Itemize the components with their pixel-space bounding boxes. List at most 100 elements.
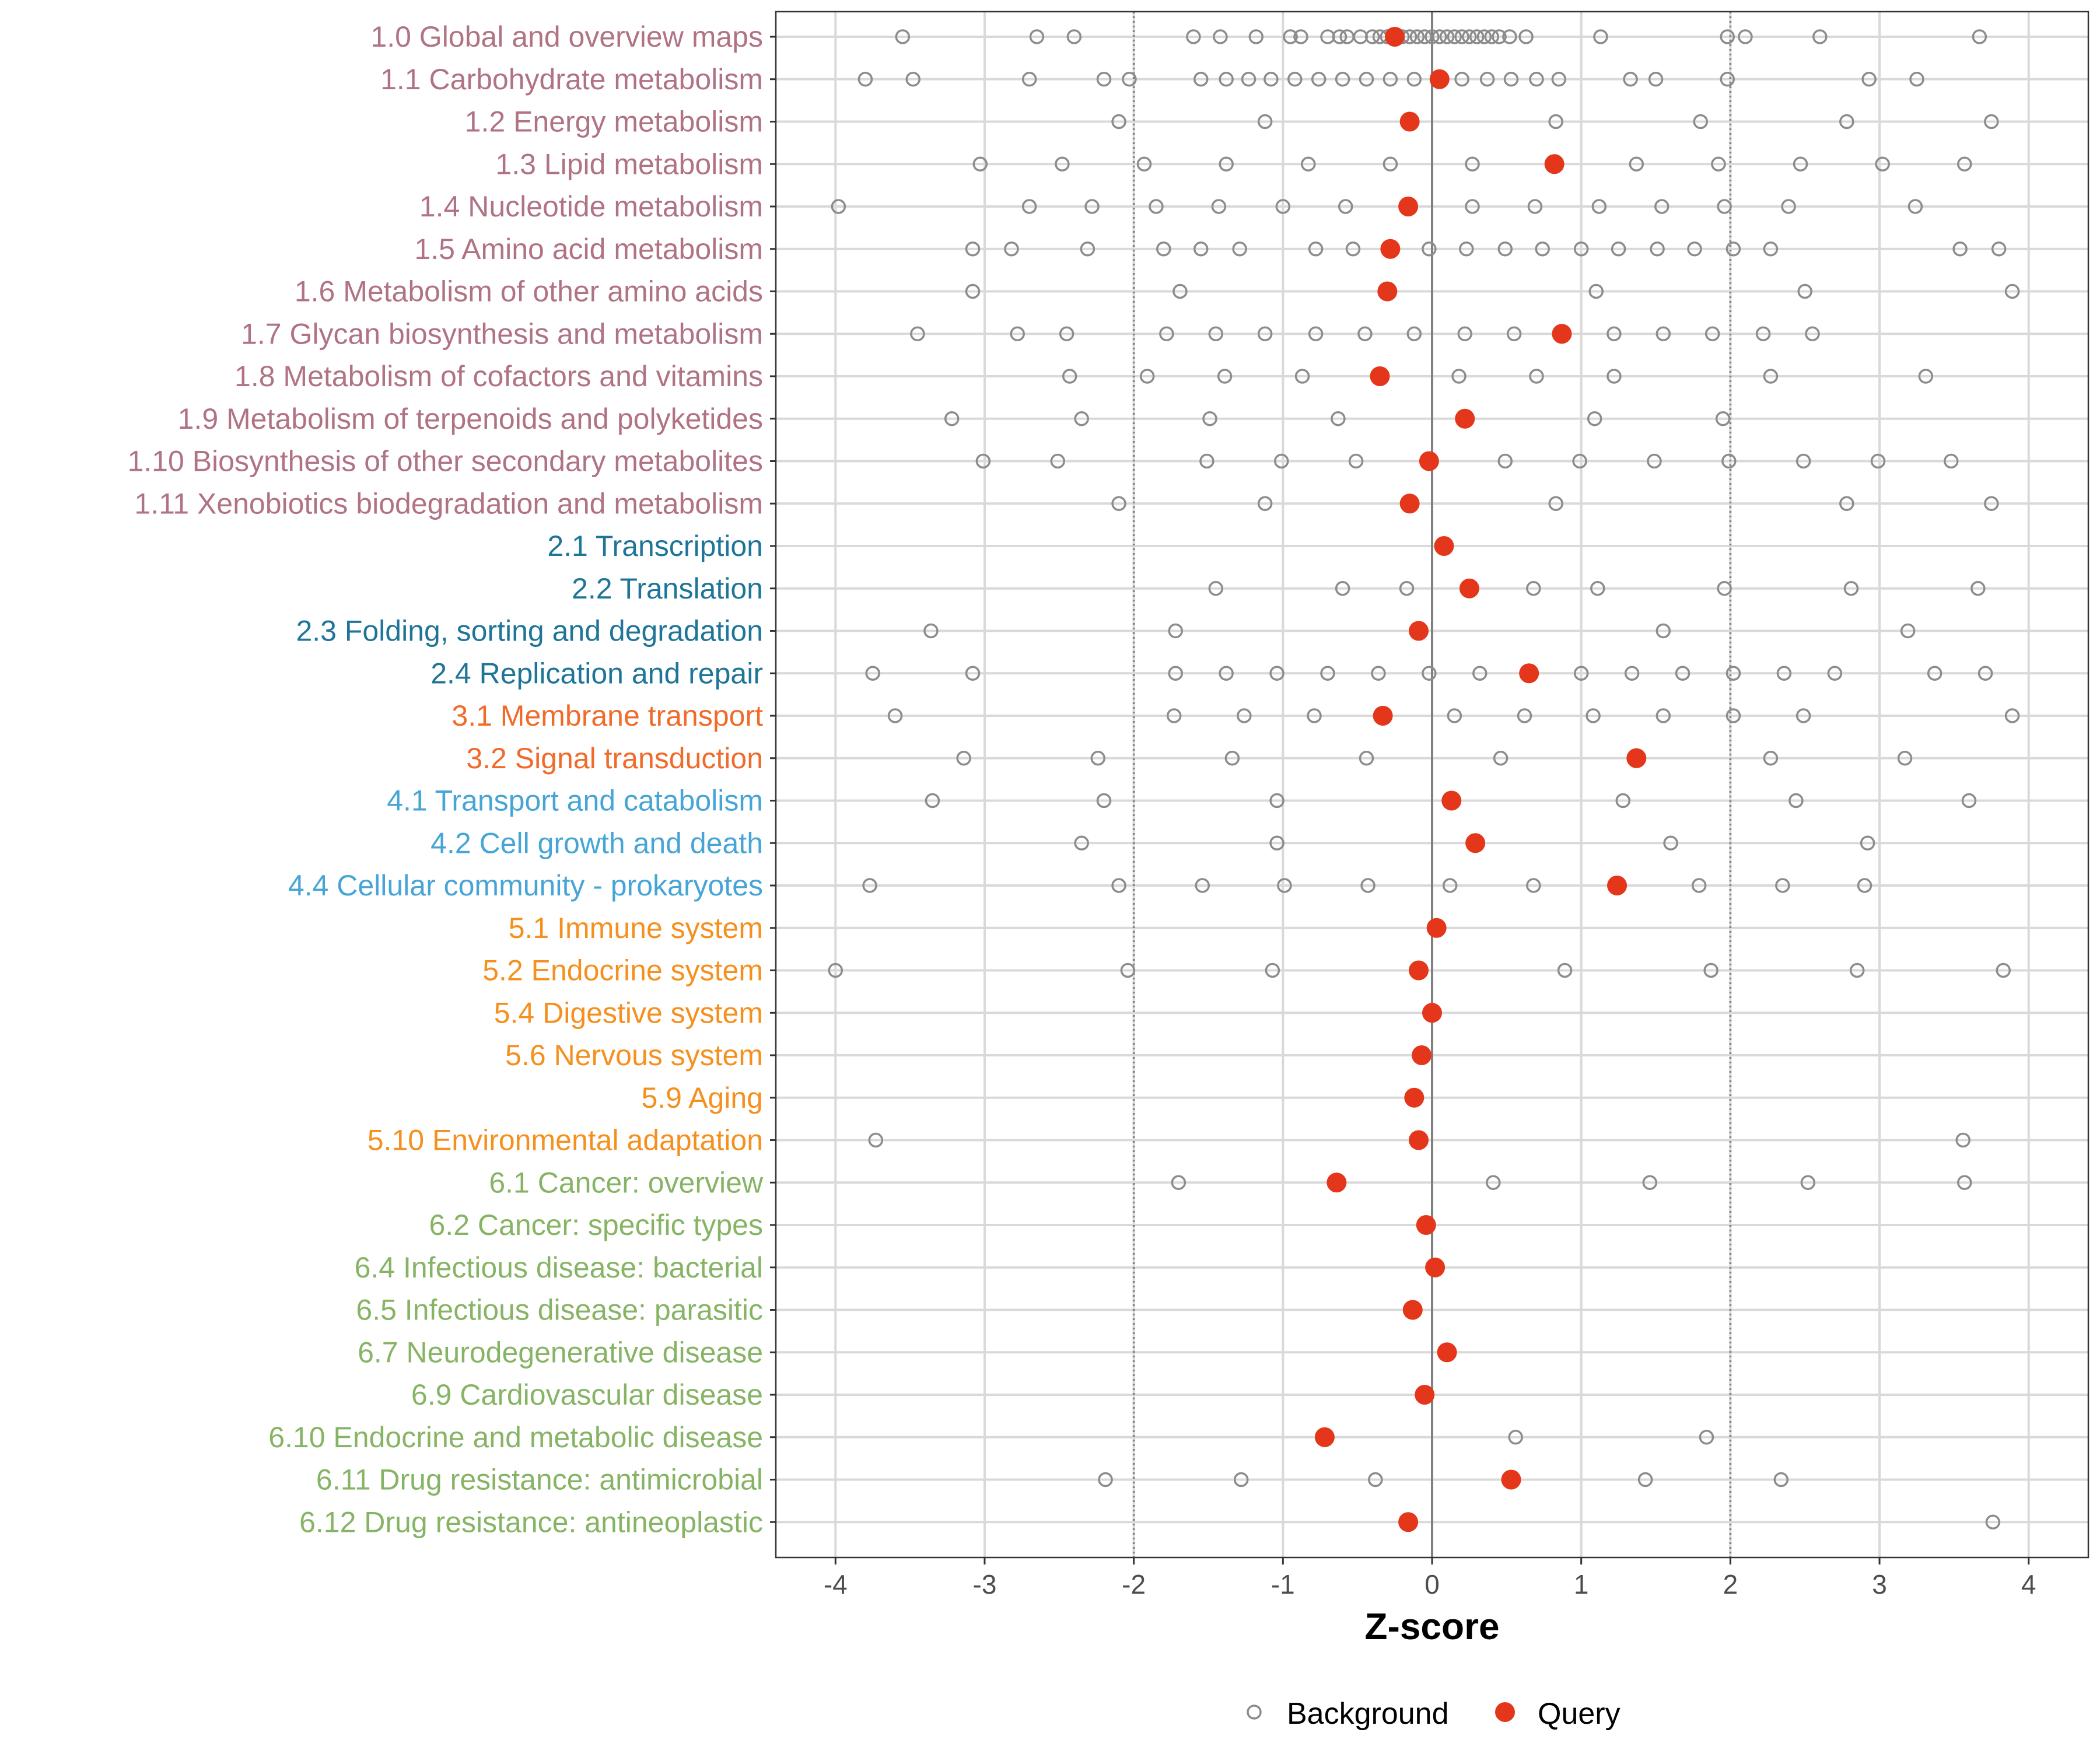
background-point — [1257, 326, 1273, 341]
background-point — [1955, 1132, 1971, 1148]
query-point — [1373, 706, 1393, 726]
x-tick-label: 0 — [1424, 1569, 1440, 1600]
background-point — [1080, 242, 1096, 257]
background-point — [1805, 326, 1820, 341]
query-point — [1402, 1300, 1423, 1320]
background-point — [1693, 114, 1708, 130]
background-point — [1860, 835, 1875, 850]
legend-background-swatch — [1247, 1704, 1262, 1720]
category-label: 1.4 Nucleotide metabolism — [419, 190, 763, 223]
background-point — [1611, 242, 1626, 257]
background-point — [1264, 72, 1279, 87]
background-point — [1629, 156, 1644, 172]
background-point — [1422, 242, 1437, 257]
background-point — [1839, 496, 1854, 511]
background-point — [1219, 156, 1234, 172]
background-point — [1277, 878, 1292, 893]
background-point — [1812, 29, 1828, 44]
background-point — [1654, 199, 1670, 214]
background-point — [1360, 878, 1376, 893]
background-point — [944, 411, 960, 426]
x-tick-label: -1 — [1271, 1569, 1295, 1600]
background-point — [1159, 326, 1174, 341]
background-point — [1311, 72, 1326, 87]
background-point — [1462, 29, 1477, 44]
background-point — [895, 29, 911, 44]
category-label: 5.2 Endocrine system — [482, 954, 763, 987]
background-point — [1615, 793, 1631, 808]
background-point — [1050, 453, 1065, 469]
legend-query-swatch — [1495, 1702, 1515, 1722]
background-point — [1704, 326, 1720, 341]
background-point — [868, 1132, 884, 1148]
background-point — [1656, 623, 1671, 639]
category-label: 1.1 Carbohydrate metabolism — [380, 63, 763, 96]
background-point — [1484, 29, 1500, 44]
category-label: 5.6 Nervous system — [505, 1039, 763, 1072]
query-point — [1455, 408, 1475, 429]
query-point — [1399, 494, 1420, 514]
background-point — [1648, 72, 1664, 87]
query-point — [1412, 1045, 1432, 1065]
background-point — [1096, 793, 1112, 808]
background-point — [1371, 666, 1386, 681]
background-point — [1720, 72, 1735, 87]
background-point — [1551, 72, 1567, 87]
x-tick-label: 1 — [1574, 1569, 1589, 1600]
background-point — [1111, 496, 1126, 511]
background-point — [1781, 199, 1796, 214]
background-point — [1055, 156, 1070, 172]
query-point — [1441, 790, 1462, 811]
background-point — [1122, 72, 1137, 87]
x-tick-label: 4 — [2021, 1569, 2036, 1600]
background-point — [1457, 326, 1472, 341]
background-point — [965, 666, 981, 681]
background-point — [1208, 581, 1224, 596]
category-label: 5.1 Immune system — [509, 912, 763, 944]
background-point — [1492, 29, 1507, 44]
background-point — [1111, 114, 1126, 130]
x-tick-label: -4 — [824, 1569, 848, 1600]
background-point — [1827, 666, 1843, 681]
background-point — [1593, 29, 1608, 44]
background-point — [1961, 793, 1977, 808]
background-point — [1120, 963, 1136, 978]
background-point — [1985, 1514, 2001, 1530]
background-point — [1548, 114, 1563, 130]
points-layer — [828, 27, 2020, 1532]
background-point — [1274, 453, 1289, 469]
query-point — [1465, 833, 1486, 853]
background-point — [1074, 835, 1089, 850]
background-point — [1307, 708, 1322, 723]
category-label: 1.7 Glycan biosynthesis and metabolism — [241, 317, 763, 350]
background-point — [1269, 835, 1284, 850]
category-label: 1.3 Lipid metabolism — [495, 148, 763, 180]
background-point — [1294, 369, 1310, 384]
background-point — [1265, 963, 1280, 978]
background-point — [1459, 242, 1474, 257]
background-point — [1493, 751, 1508, 766]
category-label: 1.5 Amino acid metabolism — [414, 233, 763, 265]
background-point — [1208, 326, 1224, 341]
background-point — [1338, 199, 1353, 214]
x-tick-label: 2 — [1723, 1569, 1738, 1600]
category-label: 2.4 Replication and repair — [430, 657, 763, 690]
background-point — [1624, 666, 1640, 681]
background-point — [1059, 326, 1074, 341]
background-point — [1257, 114, 1273, 130]
background-point — [1359, 751, 1374, 766]
background-point — [1497, 453, 1513, 469]
background-point — [1359, 72, 1374, 87]
background-point — [1090, 751, 1106, 766]
background-point — [1591, 199, 1607, 214]
x-tick-label: -3 — [973, 1569, 997, 1600]
x-axis-title: Z-score — [1364, 1605, 1499, 1647]
background-point — [1399, 581, 1415, 596]
background-point — [1301, 156, 1316, 172]
category-label: 6.10 Endocrine and metabolic disease — [268, 1421, 763, 1454]
query-point — [1408, 960, 1429, 981]
query-point — [1434, 536, 1454, 556]
background-point — [1241, 72, 1256, 87]
background-point — [1776, 666, 1792, 681]
background-point — [1409, 29, 1425, 44]
